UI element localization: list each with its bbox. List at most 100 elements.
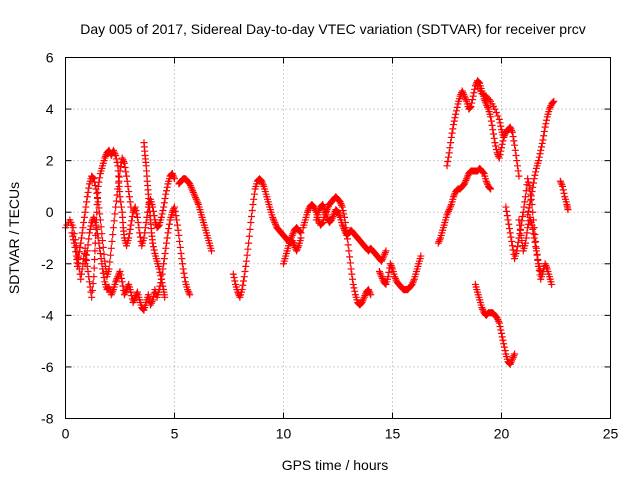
data-point xyxy=(115,179,123,187)
data-point xyxy=(365,287,373,295)
data-point xyxy=(367,291,375,299)
data-point xyxy=(99,237,107,245)
data-point xyxy=(186,291,194,299)
data-point xyxy=(174,226,182,234)
data-point xyxy=(532,247,540,255)
data-points xyxy=(62,77,572,368)
data-point xyxy=(380,252,388,260)
data-point xyxy=(70,239,78,247)
data-point xyxy=(116,167,124,175)
data-point xyxy=(559,186,567,194)
data-point xyxy=(349,280,357,288)
data-point xyxy=(524,175,532,183)
data-point xyxy=(444,207,452,215)
data-point xyxy=(88,293,96,301)
data-point xyxy=(246,225,254,233)
data-point xyxy=(150,246,158,254)
data-point xyxy=(318,219,326,227)
data-point xyxy=(487,185,495,193)
data-point xyxy=(447,133,455,141)
data-point xyxy=(337,200,345,208)
data-point xyxy=(83,198,91,206)
data-point xyxy=(542,120,550,128)
data-point xyxy=(178,260,186,268)
data-point xyxy=(529,183,537,191)
y-axis-label: SDTVAR / TECUs xyxy=(6,182,22,294)
data-point xyxy=(346,259,354,267)
data-point xyxy=(499,336,507,344)
data-point xyxy=(140,234,148,242)
data-point xyxy=(86,225,94,233)
data-point xyxy=(350,284,358,292)
data-point xyxy=(124,182,132,190)
data-point xyxy=(187,183,195,191)
data-point xyxy=(349,275,357,283)
data-point xyxy=(79,224,87,232)
data-point xyxy=(466,103,474,111)
data-point xyxy=(470,89,478,97)
data-point xyxy=(77,275,85,283)
data-point xyxy=(119,156,127,164)
data-point xyxy=(330,211,338,219)
data-point xyxy=(89,174,97,182)
series-t16 xyxy=(515,213,545,276)
data-point xyxy=(98,230,106,238)
data-point xyxy=(360,293,368,301)
data-point xyxy=(499,137,507,145)
data-point xyxy=(498,144,505,152)
data-point xyxy=(511,350,519,358)
data-point xyxy=(270,217,278,225)
data-point xyxy=(130,297,138,305)
data-point xyxy=(108,289,116,297)
data-point xyxy=(147,301,155,309)
data-point xyxy=(521,193,529,201)
data-point xyxy=(482,177,490,185)
data-point xyxy=(163,187,171,195)
series-t7 xyxy=(280,224,305,268)
data-point xyxy=(128,217,136,225)
data-point xyxy=(162,244,170,252)
data-point xyxy=(99,243,107,251)
data-point xyxy=(506,229,514,237)
data-point xyxy=(181,274,189,282)
data-point xyxy=(479,169,487,177)
data-point xyxy=(176,237,184,245)
data-point xyxy=(559,182,567,190)
data-point xyxy=(319,200,327,208)
data-point xyxy=(185,289,193,297)
data-point xyxy=(409,279,417,287)
data-point xyxy=(77,234,85,242)
data-point xyxy=(158,210,166,218)
data-point xyxy=(173,221,181,229)
data-point xyxy=(382,247,390,255)
data-point xyxy=(169,171,177,179)
data-point xyxy=(504,216,512,224)
y-tick-label: -6 xyxy=(41,359,54,375)
data-point xyxy=(532,243,540,251)
data-point xyxy=(178,255,186,263)
data-point xyxy=(445,206,453,214)
data-point xyxy=(69,232,77,240)
data-point xyxy=(90,264,98,272)
data-point xyxy=(329,213,337,221)
data-point xyxy=(550,97,558,105)
data-point xyxy=(245,232,253,240)
data-point xyxy=(498,333,506,341)
data-point xyxy=(463,173,471,181)
data-point xyxy=(525,182,533,190)
data-point xyxy=(247,219,255,227)
data-point xyxy=(378,257,386,265)
data-point xyxy=(141,224,149,232)
data-point xyxy=(272,220,280,228)
data-point xyxy=(179,265,187,273)
data-point xyxy=(81,260,89,268)
data-point xyxy=(115,269,123,277)
data-point xyxy=(510,352,518,360)
data-point xyxy=(492,142,500,150)
data-point xyxy=(488,121,496,129)
data-point xyxy=(523,229,531,237)
data-point xyxy=(230,274,238,282)
data-point xyxy=(250,190,258,198)
data-point xyxy=(386,260,394,268)
data-point xyxy=(483,102,491,110)
